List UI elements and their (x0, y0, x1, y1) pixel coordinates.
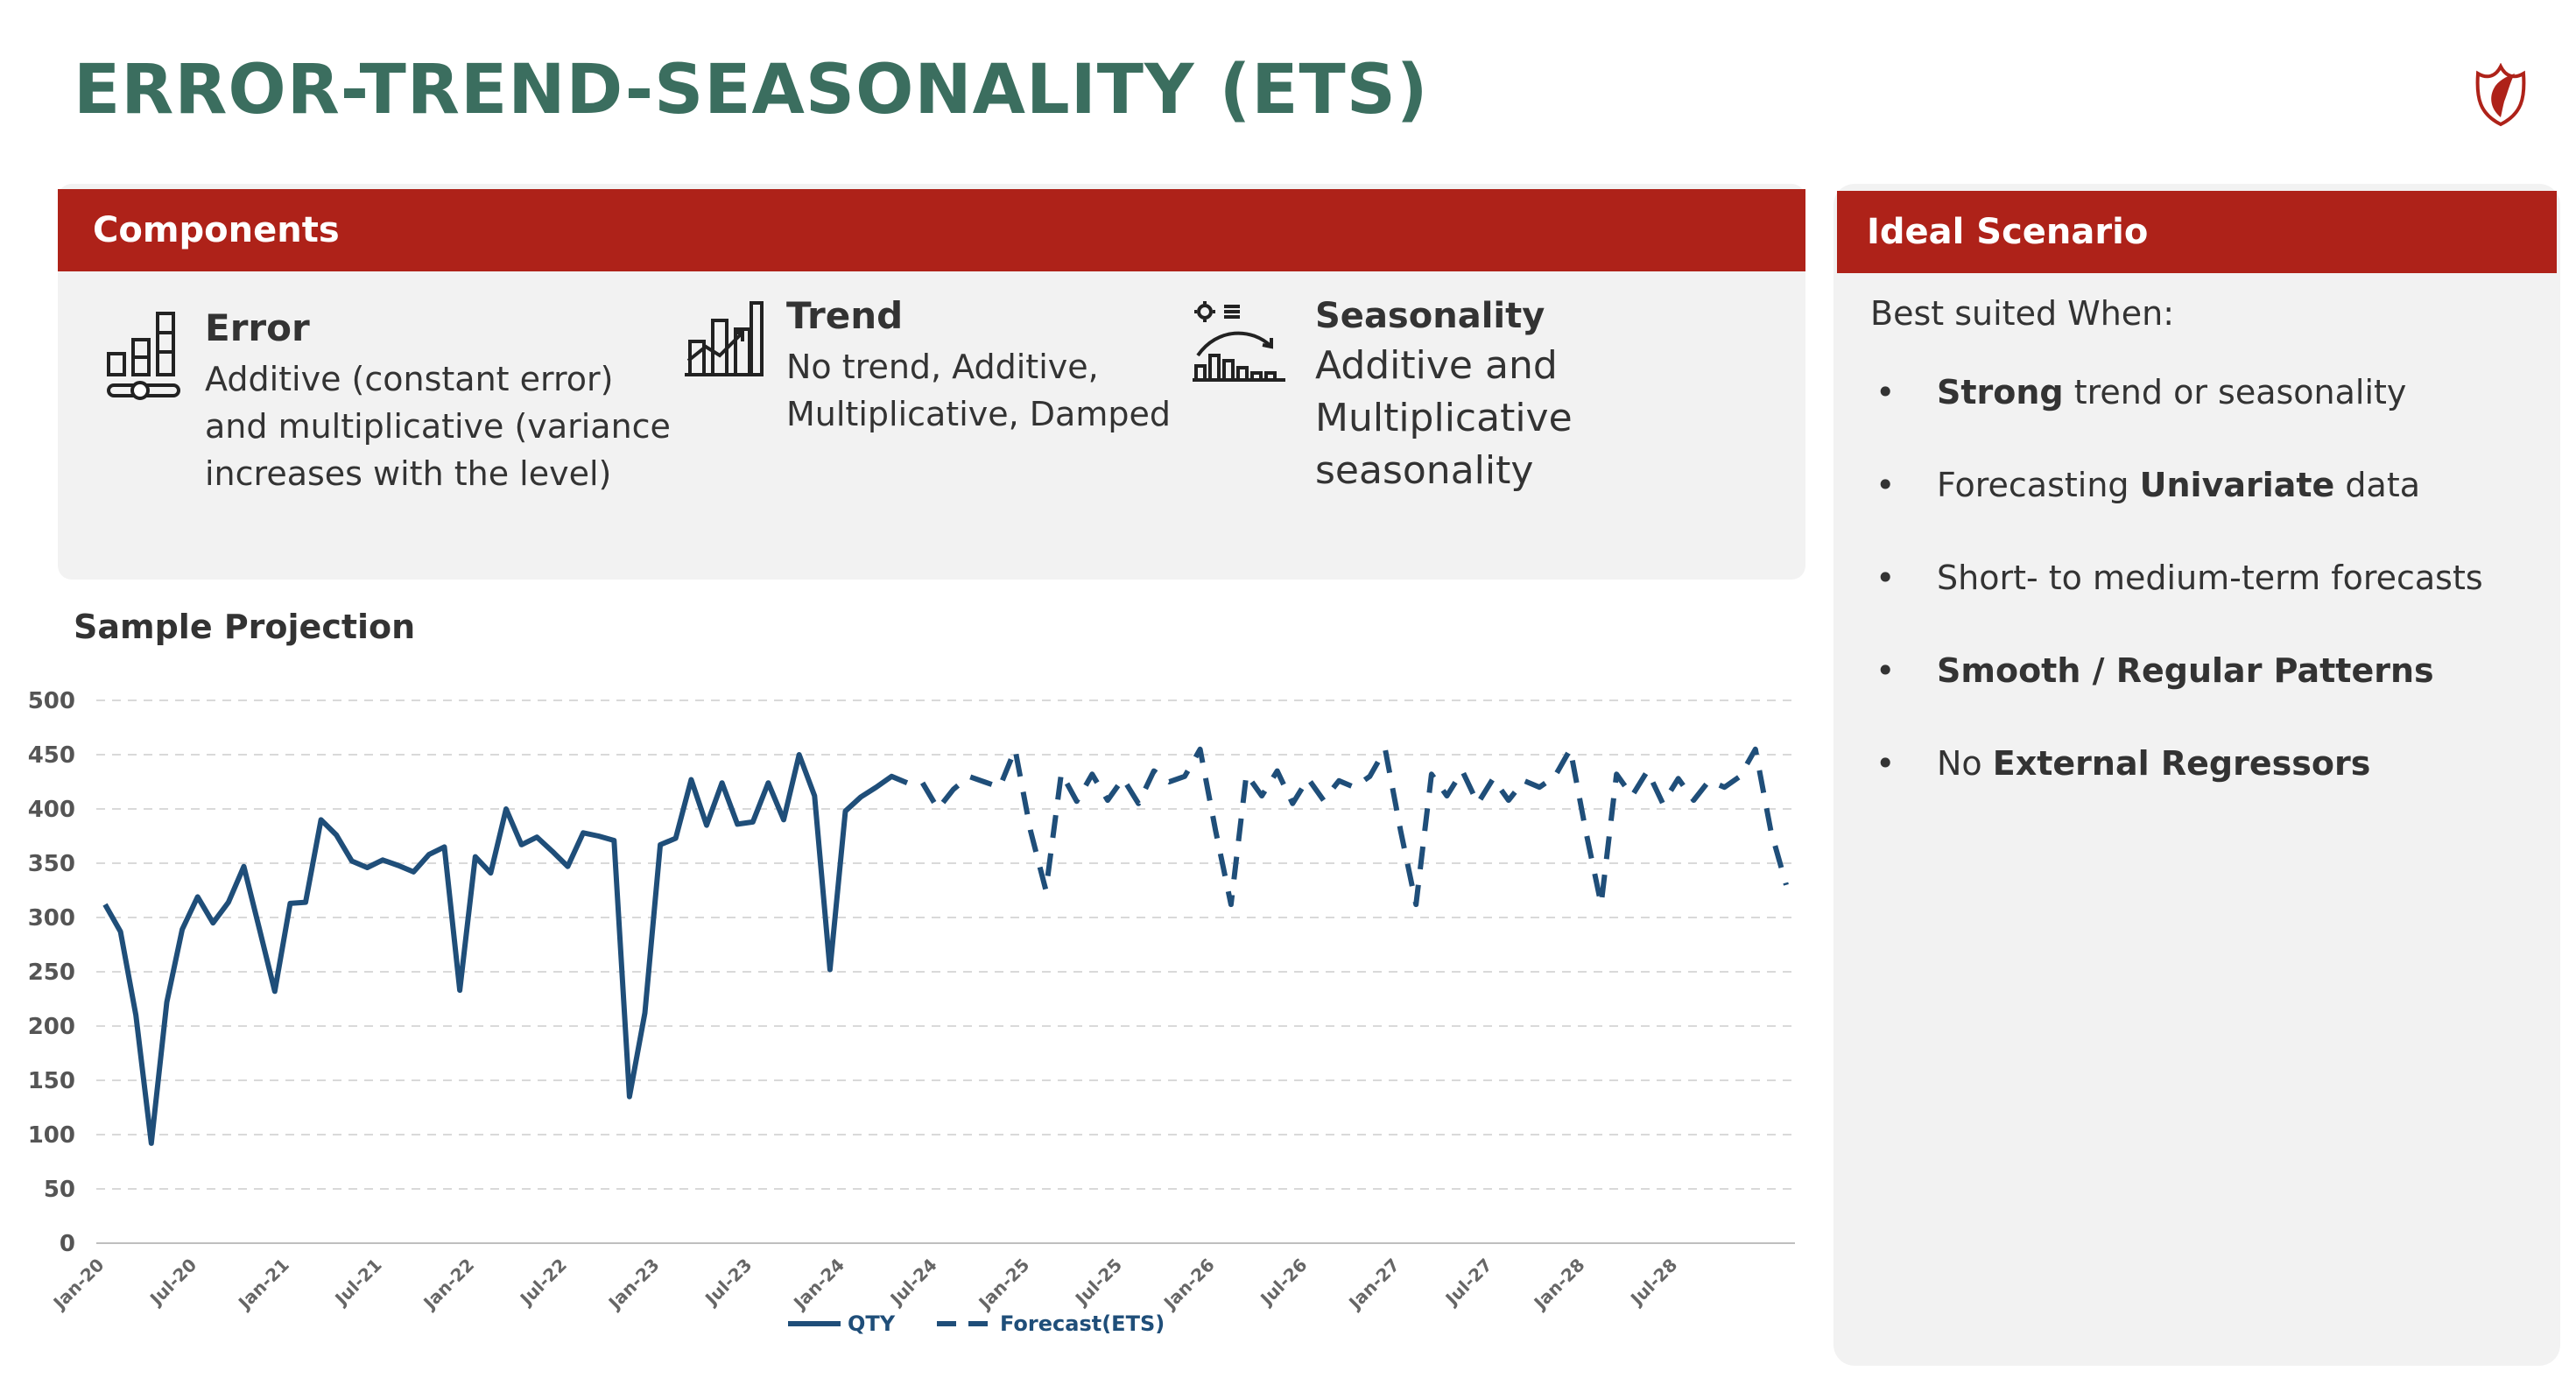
y-tick-label: 250 (28, 960, 75, 986)
ideal-scenario-item: • Strong trend or seasonality (1870, 368, 2536, 461)
ideal-scenario-text: data (2334, 466, 2421, 504)
sample-projection-chart: 0 50 100 150 200 250 300 350 400 450 500 Jan-20 Jul-… (28, 688, 1795, 1336)
bullet-icon: • (1876, 373, 1896, 411)
series-line-qty (102, 752, 909, 1146)
x-tick-label: Jan-21 (233, 1255, 293, 1315)
ideal-scenario-text: Strong (1937, 373, 2064, 411)
x-tick-label: Jan-22 (418, 1255, 478, 1315)
trend-chart-icon (685, 301, 764, 376)
component-title-seasonality: Seasonality (1315, 296, 1545, 336)
page-title: ERROR-TREND-SEASONALITY (ETS) (74, 51, 1429, 130)
seasonality-chart-icon (1193, 301, 1285, 382)
component-desc-trend: No trend, Additive, Multiplicative, Damp… (786, 348, 1171, 433)
x-tick-label: Jan-20 (48, 1255, 109, 1315)
y-tick-label: 100 (28, 1122, 75, 1149)
ideal-scenario-text: No (1937, 744, 1993, 783)
ideal-scenario-item: • No External Regressors (1870, 739, 2536, 832)
x-tick-label: Jan-27 (1343, 1255, 1404, 1315)
x-tick-label: Jul-24 (885, 1255, 941, 1311)
y-tick-label: 350 (28, 851, 75, 877)
x-tick-label: Jul-25 (1070, 1255, 1126, 1311)
x-tick-label: Jan-26 (1158, 1255, 1219, 1315)
x-tick-label: Jul-20 (144, 1255, 201, 1311)
legend-label-forecast: Forecast(ETS) (1000, 1311, 1165, 1336)
bullet-icon: • (1876, 651, 1896, 690)
x-tick-label: Jan-28 (1529, 1255, 1589, 1315)
bullet-icon: • (1876, 466, 1896, 504)
x-tick-label: Jan-23 (603, 1255, 664, 1315)
bullet-icon: • (1876, 559, 1896, 597)
y-tick-label: 200 (28, 1014, 75, 1040)
ideal-scenario-item: • Short- to medium-term forecasts (1870, 553, 2536, 646)
y-tick-label: 450 (28, 742, 75, 769)
ideal-scenario-header: Ideal Scenario (1837, 191, 2557, 273)
x-tick-label: Jul-21 (329, 1255, 385, 1311)
ideal-scenario-panel (1833, 184, 2560, 1366)
ideal-scenario-item: • Forecasting Univariate data (1870, 461, 2536, 553)
ideal-scenario-text: trend or seasonality (2063, 373, 2407, 411)
x-tick-label: Jul-26 (1255, 1255, 1311, 1311)
ideal-scenario-list: • Strong trend or seasonality • Forecasting… (1870, 368, 2536, 832)
x-tick-label: Jul-27 (1440, 1255, 1496, 1311)
brand-logo-icon (2475, 63, 2526, 127)
ideal-scenario-text: Short- to medium-term forecasts (1937, 559, 2483, 597)
ideal-scenario-text: Forecasting (1937, 466, 2140, 504)
chart-title: Sample Projection (74, 608, 416, 646)
x-tick-label: Jan-24 (788, 1255, 848, 1315)
y-tick-label: 50 (44, 1177, 75, 1203)
component-desc-seasonality: Additive and Multiplicative seasonality (1315, 343, 1573, 493)
x-tick-label: Jul-23 (700, 1255, 756, 1311)
ideal-scenario-text: Smooth / Regular Patterns (1937, 651, 2434, 690)
y-tick-label: 500 (28, 688, 75, 714)
ideal-scenario-text: Univariate (2139, 466, 2335, 504)
component-title-error: Error (205, 306, 310, 349)
y-tick-label: 150 (28, 1068, 75, 1094)
ideal-scenario-lead: Best suited When: (1870, 294, 2175, 333)
component-title-trend: Trend (786, 294, 904, 337)
bullet-icon: • (1876, 744, 1896, 783)
y-tick-label: 400 (28, 797, 75, 823)
series-line-forecast (920, 746, 1789, 908)
bar-chart-slider-icon (107, 312, 180, 400)
x-tick-label: Jul-28 (1625, 1255, 1681, 1311)
ideal-scenario-text: External Regressors (1992, 744, 2371, 783)
x-tick-label: Jan-25 (974, 1255, 1034, 1315)
legend-label-qty: QTY (848, 1311, 896, 1336)
ideal-scenario-item: • Smooth / Regular Patterns (1870, 646, 2536, 739)
components-header: Components (58, 189, 1805, 271)
component-desc-error: Additive (constant error) and multiplica… (205, 360, 671, 493)
y-tick-label: 300 (28, 905, 75, 932)
y-tick-label: 0 (60, 1231, 75, 1257)
x-tick-label: Jul-22 (515, 1255, 571, 1311)
